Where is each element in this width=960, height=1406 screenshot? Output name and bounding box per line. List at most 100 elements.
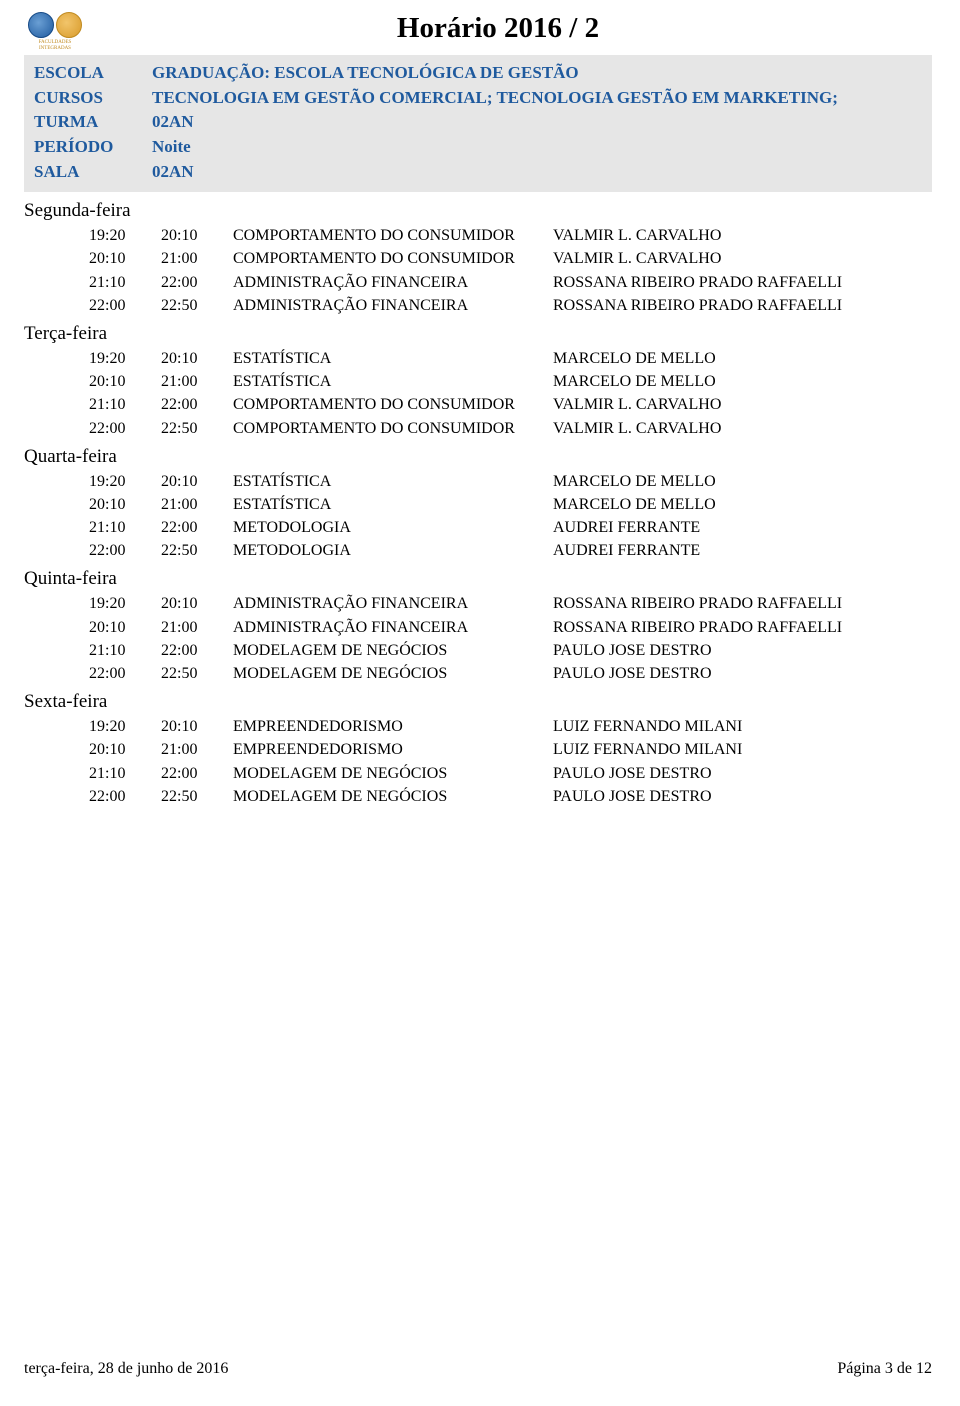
schedule-row: 20:1021:00ESTATÍSTICAMARCELO DE MELLO: [24, 370, 932, 393]
info-value-escola: GRADUAÇÃO: ESCOLA TECNOLÓGICA DE GESTÃO: [152, 61, 924, 86]
time-end: 21:00: [161, 493, 233, 516]
time-end: 21:00: [161, 370, 233, 393]
instructor: AUDREI FERRANTE: [553, 539, 932, 562]
time-start: 19:20: [89, 347, 161, 370]
day-section: Sexta-feira19:2020:10EMPREENDEDORISMOLUI…: [24, 691, 932, 808]
course-name: ADMINISTRAÇÃO FINANCEIRA: [233, 616, 553, 639]
time-start: 22:00: [89, 417, 161, 440]
time-start: 19:20: [89, 592, 161, 615]
time-end: 20:10: [161, 715, 233, 738]
day-heading: Sexta-feira: [24, 691, 932, 713]
logo-circle-blue: [28, 12, 54, 38]
instructor: VALMIR L. CARVALHO: [553, 393, 932, 416]
info-value-periodo: Noite: [152, 135, 924, 160]
time-end: 22:00: [161, 393, 233, 416]
course-name: ADMINISTRAÇÃO FINANCEIRA: [233, 271, 553, 294]
course-name: ESTATÍSTICA: [233, 470, 553, 493]
time-end: 22:50: [161, 662, 233, 685]
schedule-row: 22:0022:50METODOLOGIAAUDREI FERRANTE: [24, 539, 932, 562]
instructor: PAULO JOSE DESTRO: [553, 785, 932, 808]
time-start: 20:10: [89, 616, 161, 639]
instructor: AUDREI FERRANTE: [553, 516, 932, 539]
instructor: MARCELO DE MELLO: [553, 370, 932, 393]
course-name: ESTATÍSTICA: [233, 493, 553, 516]
page-title: Horário 2016 / 2: [24, 12, 932, 45]
course-name: METODOLOGIA: [233, 516, 553, 539]
course-name: ESTATÍSTICA: [233, 370, 553, 393]
schedule-row: 22:0022:50ADMINISTRAÇÃO FINANCEIRAROSSAN…: [24, 294, 932, 317]
time-start: 22:00: [89, 539, 161, 562]
time-start: 21:10: [89, 393, 161, 416]
time-start: 21:10: [89, 271, 161, 294]
instructor: ROSSANA RIBEIRO PRADO RAFFAELLI: [553, 271, 932, 294]
schedule-row: 21:1022:00METODOLOGIAAUDREI FERRANTE: [24, 516, 932, 539]
instructor: PAULO JOSE DESTRO: [553, 762, 932, 785]
footer: terça-feira, 28 de junho de 2016 Página …: [24, 1360, 932, 1378]
course-name: MODELAGEM DE NEGÓCIOS: [233, 639, 553, 662]
day-heading: Segunda-feira: [24, 200, 932, 222]
course-name: ESTATÍSTICA: [233, 347, 553, 370]
course-name: MODELAGEM DE NEGÓCIOS: [233, 662, 553, 685]
info-label-turma: TURMA: [34, 110, 152, 135]
footer-date: terça-feira, 28 de junho de 2016: [24, 1360, 228, 1378]
schedule-container: Segunda-feira19:2020:10COMPORTAMENTO DO …: [24, 200, 932, 808]
course-name: COMPORTAMENTO DO CONSUMIDOR: [233, 224, 553, 247]
schedule-row: 20:1021:00ESTATÍSTICAMARCELO DE MELLO: [24, 493, 932, 516]
schedule-row: 22:0022:50COMPORTAMENTO DO CONSUMIDORVAL…: [24, 417, 932, 440]
instructor: VALMIR L. CARVALHO: [553, 247, 932, 270]
time-end: 22:50: [161, 785, 233, 808]
instructor: PAULO JOSE DESTRO: [553, 662, 932, 685]
course-name: EMPREENDEDORISMO: [233, 738, 553, 761]
time-start: 21:10: [89, 762, 161, 785]
time-start: 21:10: [89, 639, 161, 662]
schedule-row: 20:1021:00EMPREENDEDORISMOLUIZ FERNANDO …: [24, 738, 932, 761]
info-value-turma: 02AN: [152, 110, 924, 135]
instructor: MARCELO DE MELLO: [553, 347, 932, 370]
time-end: 20:10: [161, 224, 233, 247]
schedule-row: 21:1022:00COMPORTAMENTO DO CONSUMIDORVAL…: [24, 393, 932, 416]
footer-page: Página 3 de 12: [837, 1360, 932, 1378]
instructor: ROSSANA RIBEIRO PRADO RAFFAELLI: [553, 592, 932, 615]
time-end: 21:00: [161, 247, 233, 270]
logo-circles: [28, 12, 82, 38]
info-row-turma: TURMA 02AN: [34, 110, 924, 135]
course-name: EMPREENDEDORISMO: [233, 715, 553, 738]
day-heading: Terça-feira: [24, 323, 932, 345]
instructor: VALMIR L. CARVALHO: [553, 417, 932, 440]
info-row-escola: ESCOLA GRADUAÇÃO: ESCOLA TECNOLÓGICA DE …: [34, 61, 924, 86]
course-name: MODELAGEM DE NEGÓCIOS: [233, 785, 553, 808]
day-section: Quinta-feira19:2020:10 ADMINISTRAÇÃO FINA…: [24, 568, 932, 685]
course-name: COMPORTAMENTO DO CONSUMIDOR: [233, 417, 553, 440]
time-end: 20:10: [161, 470, 233, 493]
time-end: 22:00: [161, 271, 233, 294]
course-name: ADMINISTRAÇÃO FINANCEIRA: [233, 592, 553, 615]
schedule-row: 19:2020:10EMPREENDEDORISMOLUIZ FERNANDO …: [24, 715, 932, 738]
day-heading: Quarta-feira: [24, 446, 932, 468]
schedule-row: 22:0022:50MODELAGEM DE NEGÓCIOSPAULO JOS…: [24, 785, 932, 808]
time-start: 20:10: [89, 370, 161, 393]
time-start: 22:00: [89, 662, 161, 685]
day-heading: Quinta-feira: [24, 568, 932, 590]
course-name: MODELAGEM DE NEGÓCIOS: [233, 762, 553, 785]
logo: FACULDADESINTEGRADAS: [24, 12, 86, 68]
schedule-row: 20:1021:00COMPORTAMENTO DO CONSUMIDORVAL…: [24, 247, 932, 270]
time-start: 22:00: [89, 294, 161, 317]
day-section: Terça-feira19:2020:10ESTATÍSTICAMARCELO …: [24, 323, 932, 440]
time-end: 22:00: [161, 762, 233, 785]
instructor: MARCELO DE MELLO: [553, 470, 932, 493]
time-end: 20:10: [161, 347, 233, 370]
course-name: METODOLOGIA: [233, 539, 553, 562]
info-label-cursos: CURSOS: [34, 86, 152, 111]
instructor: VALMIR L. CARVALHO: [553, 224, 932, 247]
time-start: 20:10: [89, 493, 161, 516]
info-value-cursos: TECNOLOGIA EM GESTÃO COMERCIAL; TECNOLOG…: [152, 86, 924, 111]
info-value-sala: 02AN: [152, 160, 924, 185]
instructor: LUIZ FERNANDO MILANI: [553, 715, 932, 738]
course-name: COMPORTAMENTO DO CONSUMIDOR: [233, 247, 553, 270]
info-row-periodo: PERÍODO Noite: [34, 135, 924, 160]
schedule-row: 19:2020:10COMPORTAMENTO DO CONSUMIDORVAL…: [24, 224, 932, 247]
time-start: 20:10: [89, 738, 161, 761]
instructor: ROSSANA RIBEIRO PRADO RAFFAELLI: [553, 616, 932, 639]
schedule-row: 21:1022:00MODELAGEM DE NEGÓCIOSPAULO JOS…: [24, 762, 932, 785]
time-start: 19:20: [89, 470, 161, 493]
